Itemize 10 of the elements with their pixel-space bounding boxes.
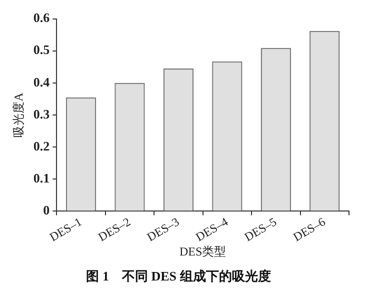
y-tick-label: 0.4 xyxy=(33,74,50,90)
y-tick-label: 0.2 xyxy=(33,138,50,154)
text: 图 1 不同 DES 组成下的吸光度 xyxy=(86,268,271,284)
y-axis-title: 吸光度A xyxy=(11,92,26,138)
y-tick-label: 0.3 xyxy=(33,106,50,122)
x-axis-title: DES类型 xyxy=(179,244,226,258)
y-tick-label: 0.6 xyxy=(33,10,50,26)
y-tick-label: 0.5 xyxy=(33,42,50,58)
y-tick-label: 0 xyxy=(43,202,50,218)
y-tick-label: 0.1 xyxy=(33,170,50,186)
